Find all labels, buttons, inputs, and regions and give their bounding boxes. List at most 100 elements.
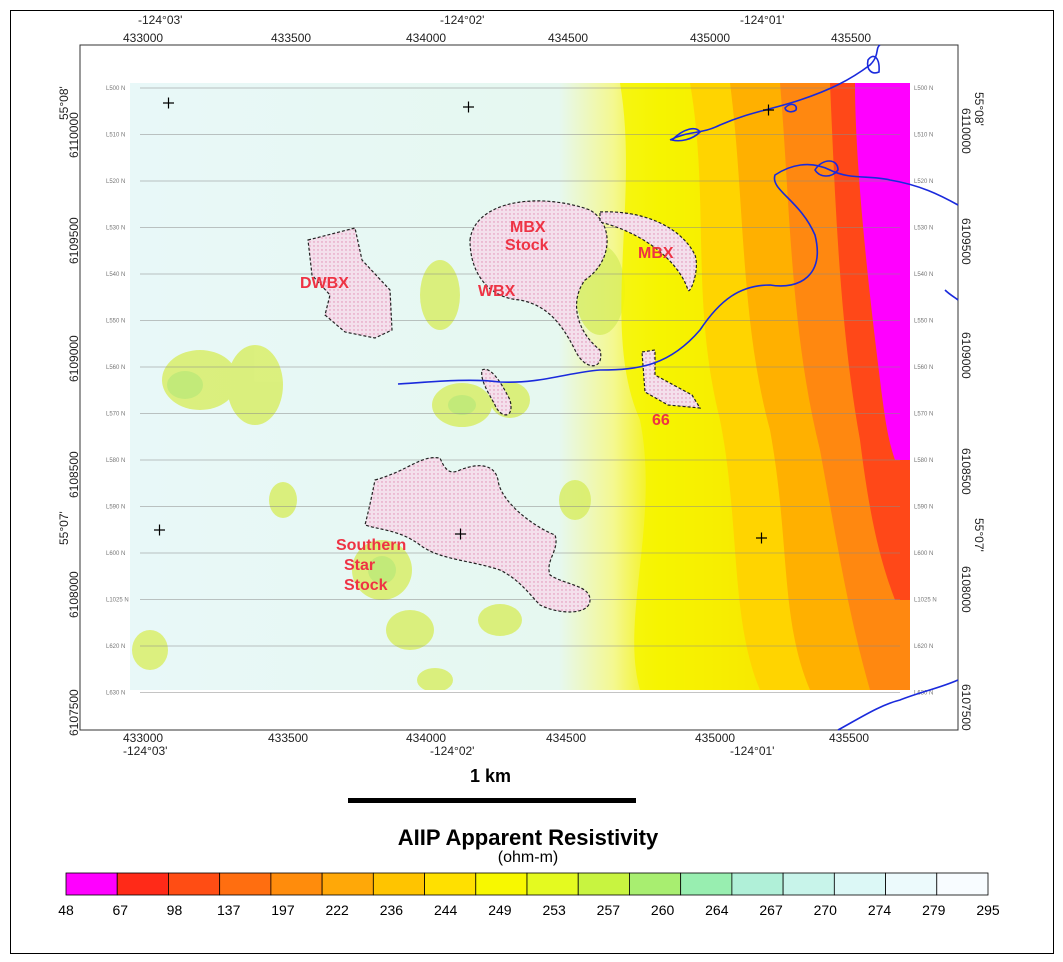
legend-swatch [168,872,221,896]
left-northing-4: 6108500 [67,451,81,498]
legend-value-label: 270 [814,902,838,918]
survey-line-label-right: L600 N [914,551,933,557]
bottom-easting-1: 433000 [123,731,163,745]
bottom-lon-1: -124°03' [123,744,167,758]
legend-swatch [885,872,938,896]
figure-frame [10,10,1054,954]
legend-value-label: 197 [271,902,295,918]
right-northing-6: 6107500 [959,684,973,731]
map-border [79,44,959,731]
bottom-axis: 433000 433500 434000 434500 435000 43550… [123,731,869,758]
survey-line-label-right: L540 N [914,272,933,278]
top-easting-6: 435500 [831,31,871,45]
river-south [837,679,959,731]
legend-swatch [270,872,323,896]
left-northing-5: 6108000 [67,571,81,618]
legend-value-label: 244 [434,902,458,918]
legend-value-label: 279 [922,902,946,918]
bottom-easting-4: 434500 [546,731,586,745]
survey-line-label-right: L630 N [914,691,933,697]
legend-value-label: 48 [58,902,74,918]
survey-line-label-right: L620 N [914,644,933,650]
survey-line-label-left: L620 N [106,644,125,650]
left-axis: 55°08' 55°07' 6110000 6109500 6109000 61… [57,86,81,736]
mbx-stock-outline [469,200,608,367]
top-easting-1: 433000 [123,31,163,45]
scale-bar-label: 1 km [470,766,511,786]
legend-swatch [680,872,733,896]
survey-line-label-left: L530 N [106,226,125,232]
geology-units [307,200,702,613]
top-easting-3: 434000 [406,31,446,45]
legend-swatch [321,872,374,896]
survey-line-label-right: L590 N [914,505,933,511]
right-axis: 6110000 6109500 6109000 6108500 6108000 … [959,92,986,731]
legend-swatch [116,872,169,896]
left-northing-2: 6109500 [67,217,81,264]
bottom-easting-3: 434000 [406,731,446,745]
survey-line-label-left: L590 N [106,505,125,511]
legend-value-label: 253 [542,902,566,918]
river-main [397,163,959,385]
right-lat-1: 55°08' [972,92,986,126]
top-easting-4: 434500 [548,31,588,45]
legend-swatch [372,872,425,896]
survey-line-label-right: L550 N [914,319,933,325]
bottom-easting-5: 435000 [695,731,735,745]
survey-line-label-right: L510 N [914,133,933,139]
lake-mid [814,160,839,177]
legend-value-label: 267 [759,902,783,918]
survey-line-label-left: L580 N [106,458,125,464]
legend-value-label: 257 [597,902,621,918]
right-northing-3: 6109000 [959,332,973,379]
top-lon-1: -124°03' [138,13,182,27]
legend-value-label: 295 [976,902,1000,918]
top-axis: -124°03' -124°02' -124°01' 433000 433500… [123,13,871,45]
66-outline [641,349,702,409]
survey-line-label-right: L500 N [914,86,933,92]
label-66: 66 [652,412,670,429]
legend-swatch [731,872,784,896]
left-northing-3: 6109000 [67,335,81,382]
survey-line-label-left: L570 N [106,412,125,418]
right-northing-1: 6110000 [959,108,973,154]
left-lat-2: 55°07' [57,511,71,545]
survey-line-label-right: L560 N [914,365,933,371]
legend-swatch [424,872,477,896]
legend-value-label: 260 [651,902,675,918]
river-east [944,289,959,301]
lake-small [784,103,798,113]
legend-value-label: 222 [325,902,349,918]
right-lat-2: 55°07' [972,518,986,552]
right-northing-4: 6108500 [959,448,973,495]
legend-value-label: 67 [112,902,128,918]
left-northing-6: 6107500 [67,689,81,736]
lake-west [670,127,702,142]
label-mbx: MBX [638,245,674,262]
label-southern-star-3: Stock [344,577,388,594]
right-northing-5: 6108000 [959,566,973,613]
graticule-crosses [154,97,774,544]
left-lat-1: 55°08' [57,86,71,120]
label-mbx-stock-2: Stock [505,237,549,254]
legend-swatch [65,872,118,896]
scale-bar [348,798,636,803]
survey-line-label-left: L550 N [106,319,125,325]
legend-value-label: 236 [380,902,404,918]
mbx-tail-outline [599,211,697,292]
legend-swatch [219,872,272,896]
survey-line-label-left: L510 N [106,133,125,139]
legend-swatch [629,872,682,896]
high-resistivity-bands [620,83,910,690]
left-northing-1: 6110000 [67,112,81,158]
top-easting-5: 435000 [690,31,730,45]
top-easting-2: 433500 [271,31,311,45]
right-northing-2: 6109500 [959,218,973,265]
top-lon-3: -124°01' [740,13,784,27]
legend-value-label: 98 [167,902,183,918]
bottom-lon-3: -124°01' [730,744,774,758]
legend-colorbar: 48 67 98 137 197 222 236 244 249 253 257 260 264 267 2… [58,872,1000,918]
survey-line-label-left: L630 N [106,691,125,697]
legend-swatch [475,872,528,896]
